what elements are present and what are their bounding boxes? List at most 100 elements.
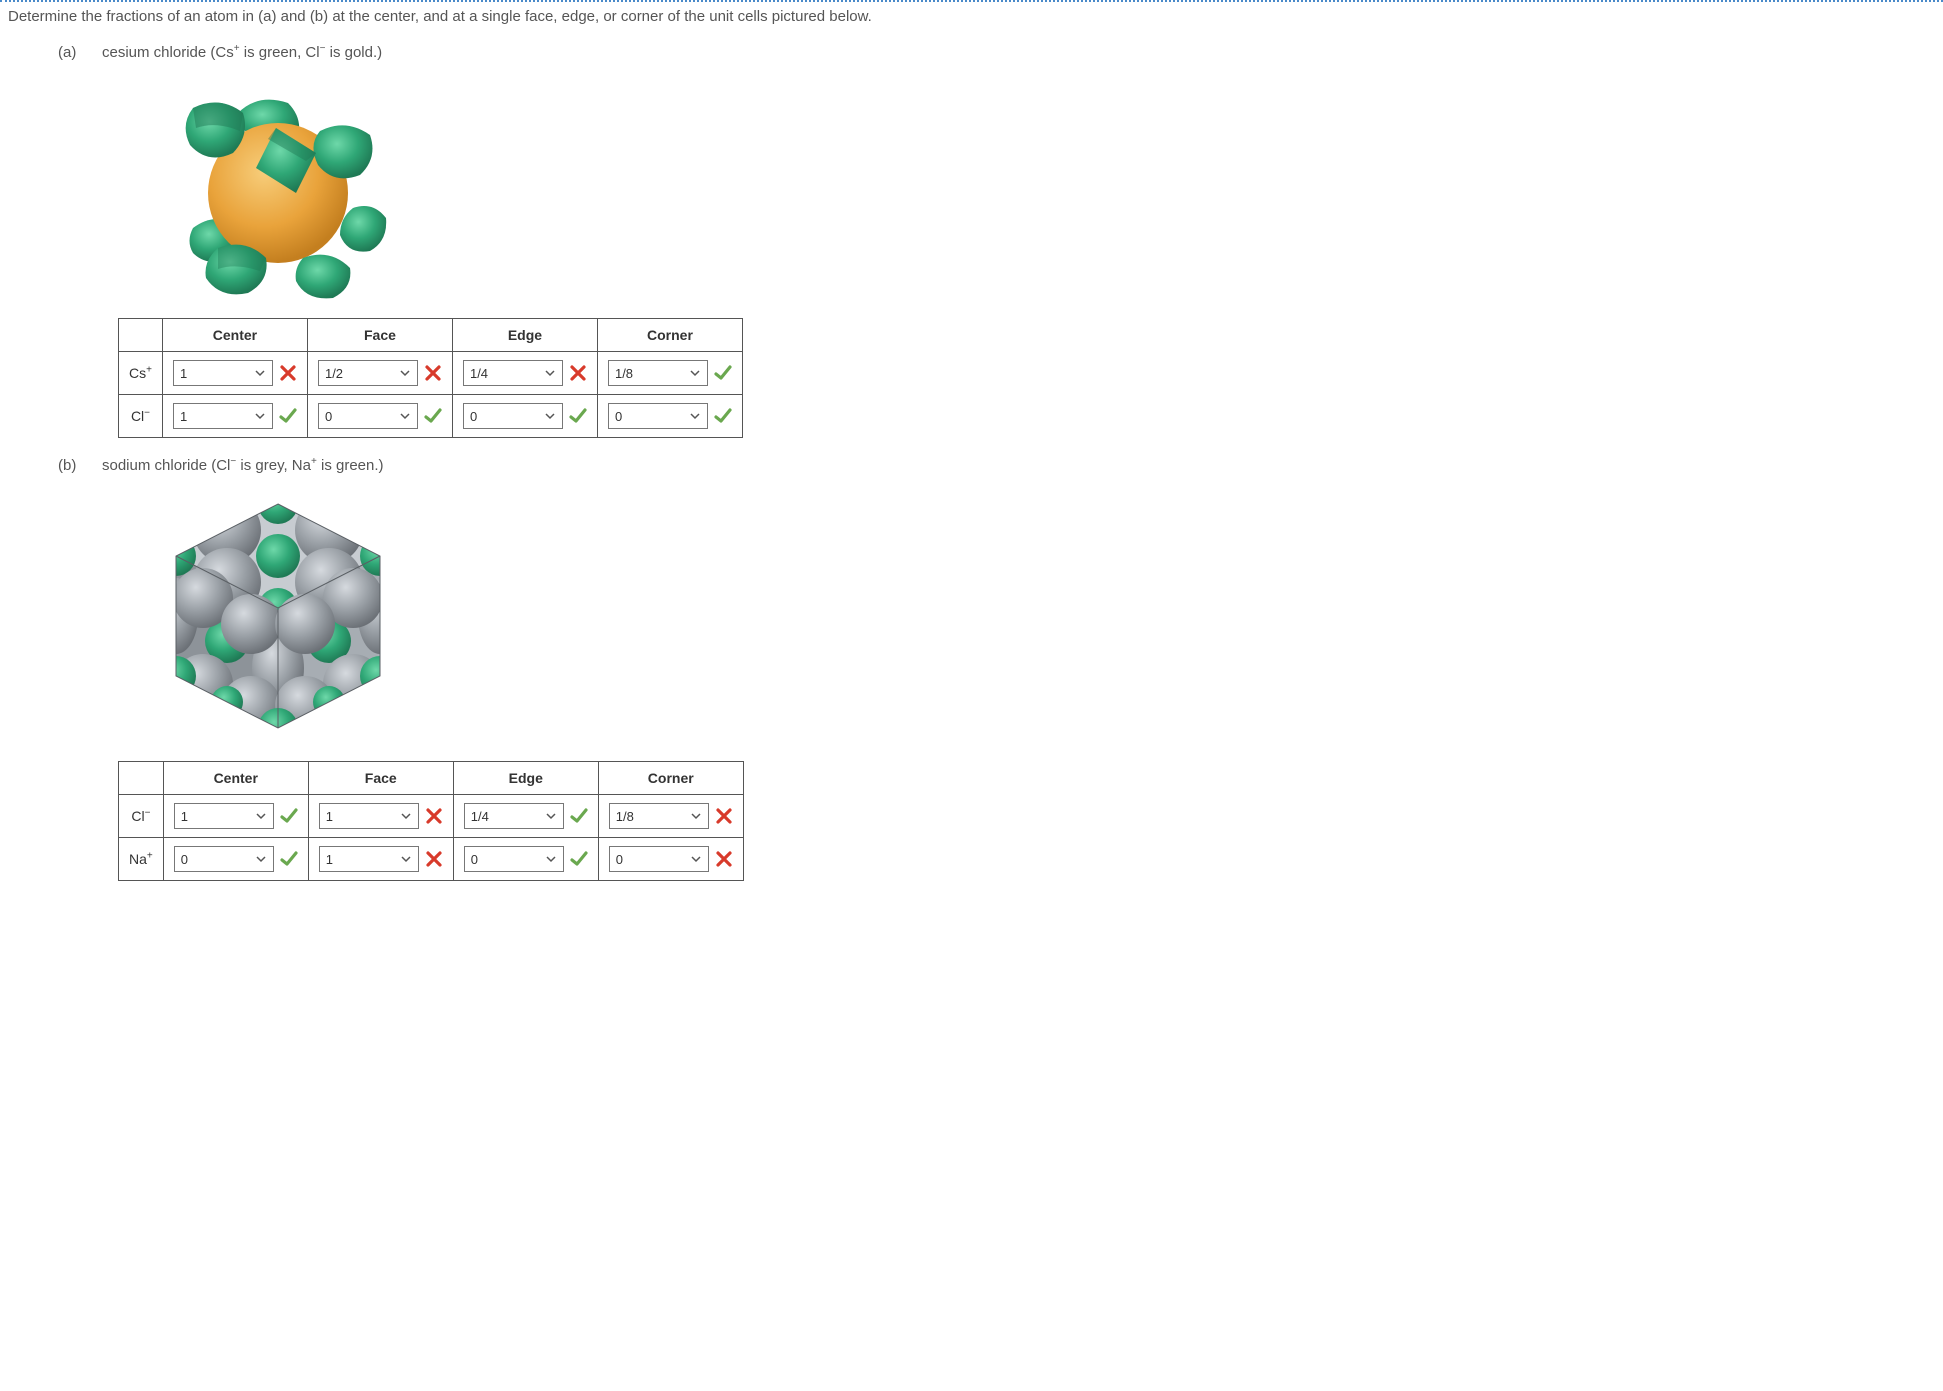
table-row: Cs+11/21/41/8 [119,352,743,395]
answer-cell: 1 [162,395,307,438]
check-icon [714,407,732,425]
select-value: 1 [181,809,188,824]
check-icon [570,850,588,868]
select-value: 0 [325,409,332,424]
chevron-down-icon [400,810,412,822]
part-a-desc-prefix: cesium chloride (Cs [102,44,234,61]
part-a-desc-mid: is green, Cl [240,44,320,61]
col-edge: Edge [453,762,598,795]
answer-cell: 1 [163,795,308,838]
answer-cell: 1/2 [307,352,452,395]
check-icon [279,407,297,425]
chevron-down-icon [399,410,411,422]
select-value: 1 [180,366,187,381]
nacl-diagram [148,486,1935,749]
part-b-desc-suffix: is green.) [317,457,384,474]
col-face: Face [308,762,453,795]
part-b-desc: sodium chloride (Cl− is grey, Na+ is gre… [102,456,384,474]
answer-cell: 0 [163,838,308,881]
answer-cell: 0 [598,838,743,881]
chevron-down-icon [545,853,557,865]
part-b-row: (b) sodium chloride (Cl− is grey, Na+ is… [58,456,1935,474]
answer-cell: 1 [308,838,453,881]
cross-icon [425,850,443,868]
chevron-down-icon [254,410,266,422]
blank-header [119,319,163,352]
fraction-select[interactable]: 1 [173,403,273,429]
select-value: 0 [616,852,623,867]
cross-icon [569,364,587,382]
select-value: 1/8 [615,366,633,381]
select-value: 0 [470,409,477,424]
cscl-diagram [148,73,1935,306]
fraction-select[interactable]: 1 [174,803,274,829]
select-value: 0 [471,852,478,867]
fraction-select[interactable]: 0 [463,403,563,429]
col-corner: Corner [597,319,742,352]
part-b-table: Center Face Edge Corner Cl−111/41/8Na+01… [118,761,744,881]
chevron-down-icon [255,853,267,865]
fraction-select[interactable]: 0 [174,846,274,872]
cross-icon [424,364,442,382]
answer-cell: 1/4 [453,795,598,838]
col-edge: Edge [452,319,597,352]
row-ion-label: Cl− [119,795,164,838]
fraction-select[interactable]: 1/8 [609,803,709,829]
answer-cell: 1/4 [452,352,597,395]
select-value: 1 [326,809,333,824]
col-face: Face [307,319,452,352]
fraction-select[interactable]: 1 [319,803,419,829]
check-icon [714,364,732,382]
answer-cell: 0 [453,838,598,881]
chevron-down-icon [255,810,267,822]
chevron-down-icon [399,367,411,379]
fraction-select[interactable]: 0 [318,403,418,429]
table-row: Cl− 1 1 1/4 1/8 [119,795,744,838]
part-a-desc-suffix: is gold.) [325,44,382,61]
select-value: 1/4 [471,809,489,824]
check-icon [280,850,298,868]
answer-cell: 0 [307,395,452,438]
fraction-select[interactable]: 0 [609,846,709,872]
part-b-desc-mid: is grey, Na [236,457,311,474]
part-a-table: Center Face Edge Corner Cs+11/21/41/8Cl−… [118,318,743,438]
part-b-desc-prefix: sodium chloride (Cl [102,457,230,474]
answer-cell: 1 [162,352,307,395]
select-value: 0 [181,852,188,867]
col-center: Center [162,319,307,352]
select-value: 1 [326,852,333,867]
fraction-select[interactable]: 1 [319,846,419,872]
chevron-down-icon [689,367,701,379]
chevron-down-icon [544,367,556,379]
table-row: Cl− 1 0 0 0 [119,395,743,438]
part-a-label: (a) [58,44,102,61]
check-icon [424,407,442,425]
fraction-select[interactable]: 1/2 [318,360,418,386]
select-value: 1 [180,409,187,424]
chevron-down-icon [690,853,702,865]
col-center: Center [163,762,308,795]
part-b-label: (b) [58,457,102,474]
fraction-select[interactable]: 1/4 [463,360,563,386]
fraction-select[interactable]: 1/4 [464,803,564,829]
fraction-select[interactable]: 0 [608,403,708,429]
chevron-down-icon [400,853,412,865]
answer-cell: 0 [452,395,597,438]
col-corner: Corner [598,762,743,795]
fraction-select[interactable]: 1 [173,360,273,386]
chevron-down-icon [544,410,556,422]
cross-icon [715,850,733,868]
chevron-down-icon [689,410,701,422]
fraction-select[interactable]: 1/8 [608,360,708,386]
chevron-down-icon [254,367,266,379]
answer-cell: 1/8 [598,795,743,838]
check-icon [569,407,587,425]
fraction-select[interactable]: 0 [464,846,564,872]
cross-icon [279,364,297,382]
select-value: 0 [615,409,622,424]
cross-icon [425,807,443,825]
cross-icon [715,807,733,825]
select-value: 1/8 [616,809,634,824]
row-ion-label: Cl− [119,395,163,438]
check-icon [280,807,298,825]
